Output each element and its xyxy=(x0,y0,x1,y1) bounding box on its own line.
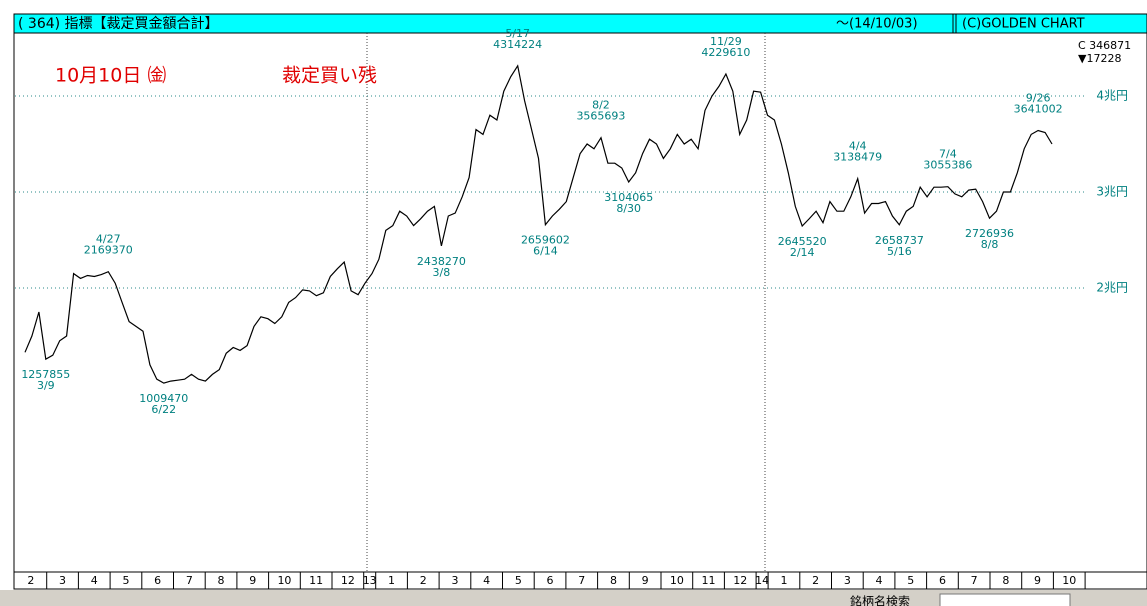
x-tick-label: 2 xyxy=(420,574,427,587)
x-tick-label: 7 xyxy=(578,574,585,587)
search-box[interactable] xyxy=(939,593,1071,606)
x-tick-label: 8 xyxy=(218,574,225,587)
y-tick-label: 3兆円 xyxy=(1096,185,1128,199)
price-line xyxy=(24,64,1053,384)
annotation-value: 3565693 xyxy=(576,110,625,123)
annotation-date: 8/30 xyxy=(616,202,641,215)
annotation-value: 2645520 xyxy=(778,235,827,248)
x-tick-label: 4 xyxy=(483,574,490,587)
overlay-caption: 裁定買い残 xyxy=(282,65,377,87)
x-tick-label: 9 xyxy=(1034,574,1041,587)
x-tick-label: 12 xyxy=(733,574,747,587)
x-tick-label: 4 xyxy=(876,574,883,587)
x-tick-label: 11 xyxy=(309,574,323,587)
x-tick-label: 10 xyxy=(277,574,291,587)
x-tick-label: 11 xyxy=(702,574,716,587)
annotation-date: 8/8 xyxy=(981,238,999,251)
annotation-value: 2659602 xyxy=(521,234,570,247)
annotation-date: 3/9 xyxy=(37,379,55,392)
annotation-value: 3641002 xyxy=(1014,102,1063,115)
x-tick-label: 5 xyxy=(122,574,129,587)
annotation-date: 11/29 xyxy=(710,35,742,48)
x-tick-label: 2 xyxy=(812,574,819,587)
y-tick-label: 4兆円 xyxy=(1096,89,1128,103)
chart-title: ( 364) 指標【裁定買金額合計】 xyxy=(18,16,219,32)
annotation-date: 2/14 xyxy=(790,246,815,259)
x-tick-label: 6 xyxy=(154,574,161,587)
annotation-date: 8/2 xyxy=(592,99,610,112)
y-tick-label: 2兆円 xyxy=(1096,281,1128,295)
annotation-value: 1257855 xyxy=(21,368,70,381)
x-tick-label: 3 xyxy=(844,574,851,587)
annotation-date: 9/26 xyxy=(1026,91,1051,104)
x-tick-label: 12 xyxy=(341,574,355,587)
x-tick-label: 7 xyxy=(186,574,193,587)
x-tick-label: 7 xyxy=(971,574,978,587)
x-tick-label: 2 xyxy=(27,574,34,587)
copyright: (C)GOLDEN CHART xyxy=(962,17,1085,32)
period: ～(14/10/03) xyxy=(836,17,918,32)
x-tick-label: 9 xyxy=(249,574,256,587)
x-tick-label: 6 xyxy=(547,574,554,587)
x-tick-label: 10 xyxy=(670,574,684,587)
annotation-date: 5/16 xyxy=(887,245,912,258)
annotation-value: 3055386 xyxy=(923,159,972,172)
annotation-date: 4/27 xyxy=(96,233,121,246)
x-tick-label: 6 xyxy=(939,574,946,587)
annotation-date: 6/14 xyxy=(533,245,558,258)
annotation-value: 2658737 xyxy=(875,234,924,247)
annotation-value: 4229610 xyxy=(701,46,750,59)
x-tick-label: 8 xyxy=(1002,574,1009,587)
x-tick-label: 4 xyxy=(91,574,98,587)
x-tick-label: 3 xyxy=(59,574,66,587)
annotation-date: 7/4 xyxy=(939,148,957,161)
last-close: C 346871 xyxy=(1078,39,1131,52)
annotation-date: 5/17 xyxy=(505,27,530,40)
search-label[interactable]: 銘柄名検索 xyxy=(850,594,910,606)
annotation-value: 4314224 xyxy=(493,38,542,51)
annotation-date: 4/4 xyxy=(849,140,867,153)
month-strip xyxy=(13,571,1147,590)
x-tick-label: 13 xyxy=(363,574,377,587)
annotation-value: 1009470 xyxy=(139,392,188,405)
x-tick-label: 5 xyxy=(907,574,914,587)
x-tick-label: 3 xyxy=(451,574,458,587)
annotation-date: 3/8 xyxy=(432,266,450,279)
x-tick-label: 14 xyxy=(755,574,769,587)
last-change: ▼17228 xyxy=(1078,52,1121,65)
x-tick-label: 10 xyxy=(1062,574,1076,587)
annotation-value: 3138479 xyxy=(833,151,882,164)
annotation-value: 2169370 xyxy=(84,244,133,257)
annotation-date: 6/22 xyxy=(151,403,176,416)
annotation-value: 2726936 xyxy=(965,227,1014,240)
annotation-value: 3104065 xyxy=(604,191,653,204)
annotation-value: 2438270 xyxy=(417,255,466,268)
toolbar xyxy=(0,590,1147,606)
x-tick-label: 9 xyxy=(642,574,649,587)
overlay-date: 10月10日 ㈮ xyxy=(55,65,166,87)
x-tick-label: 1 xyxy=(388,574,395,587)
x-tick-label: 1 xyxy=(780,574,787,587)
x-tick-label: 8 xyxy=(610,574,617,587)
x-tick-label: 5 xyxy=(515,574,522,587)
